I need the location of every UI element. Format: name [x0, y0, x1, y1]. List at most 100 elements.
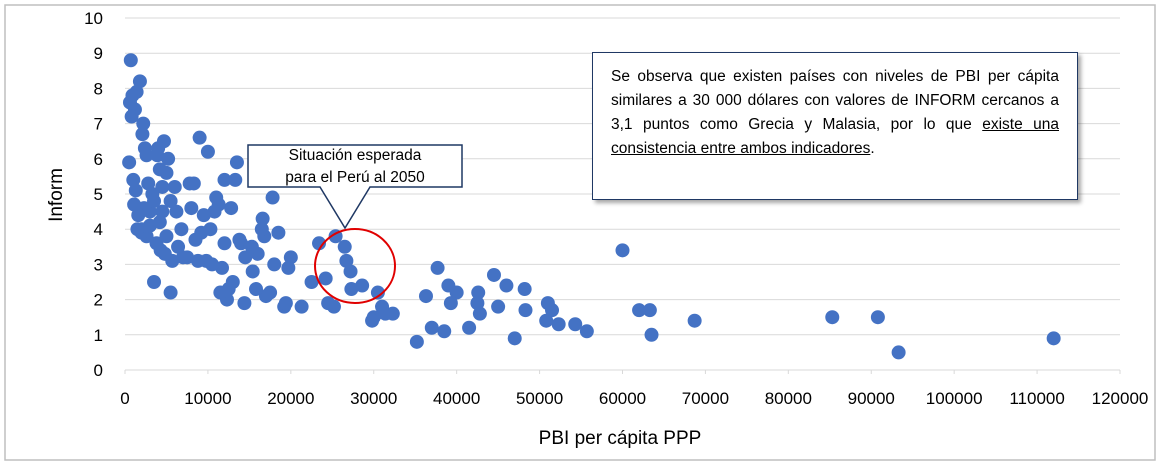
point — [551, 317, 566, 332]
point — [339, 253, 354, 268]
x-tick-label: 100000 — [926, 389, 983, 408]
point — [539, 313, 554, 328]
point — [254, 222, 269, 237]
y-tick-label: 2 — [94, 291, 103, 310]
point — [150, 148, 165, 163]
point — [471, 285, 486, 300]
point — [152, 215, 167, 230]
point — [418, 289, 433, 304]
point — [870, 310, 885, 325]
point — [127, 197, 142, 212]
point — [163, 285, 178, 300]
point — [126, 172, 141, 187]
point — [644, 327, 659, 342]
point — [244, 239, 259, 254]
point — [249, 282, 264, 297]
note-text: Se observa que existen países con nivele… — [611, 68, 1059, 133]
y-tick-label: 9 — [94, 44, 103, 63]
callout-shape — [247, 144, 463, 230]
point — [152, 162, 167, 177]
point — [424, 320, 439, 335]
point — [343, 264, 358, 279]
point — [237, 296, 252, 311]
point — [232, 232, 247, 247]
point — [470, 296, 485, 311]
note-underlined: existe una consistencia entre ambos indi… — [611, 116, 1059, 157]
x-tick-label: 20000 — [267, 389, 314, 408]
point — [267, 257, 282, 272]
callout-text: Situación esperada para el Perú al 2050 — [285, 147, 425, 186]
point — [491, 299, 506, 314]
point — [132, 74, 147, 89]
point — [375, 299, 390, 314]
highlight-circle — [314, 228, 396, 304]
x-tick-label: 0 — [120, 389, 129, 408]
point — [409, 334, 424, 349]
y-tick-label: 8 — [94, 79, 103, 98]
y-tick-label: 3 — [94, 255, 103, 274]
point — [545, 303, 560, 318]
point — [318, 271, 333, 286]
point — [486, 267, 501, 282]
point — [171, 239, 186, 254]
point — [167, 179, 182, 194]
point — [632, 303, 647, 318]
point — [147, 275, 162, 289]
point — [365, 313, 380, 328]
y-tick-label: 1 — [94, 326, 103, 345]
y-axis-label: Inform — [46, 168, 67, 222]
point — [188, 232, 203, 247]
note-box: Se observa que existen países con nivele… — [592, 52, 1078, 200]
point — [258, 289, 273, 304]
point — [245, 264, 260, 279]
point — [430, 260, 445, 275]
point — [163, 194, 178, 209]
point — [1046, 331, 1061, 346]
point — [255, 211, 270, 226]
point — [130, 222, 145, 237]
points — [122, 53, 1061, 360]
x-tick-label: 90000 — [848, 389, 895, 408]
point — [213, 285, 228, 300]
point — [687, 313, 702, 328]
point — [568, 317, 583, 332]
point — [122, 155, 137, 170]
y-tick-label: 6 — [94, 150, 103, 169]
point — [517, 282, 532, 297]
point — [192, 130, 207, 145]
point — [155, 204, 170, 219]
point — [265, 190, 280, 205]
point — [209, 190, 224, 205]
x-axis-label: PBI per cápita PPP — [539, 428, 702, 449]
point — [642, 303, 657, 318]
x-tick-label: 50000 — [516, 389, 563, 408]
point — [355, 278, 370, 293]
point — [176, 250, 191, 265]
x-tick-label: 40000 — [433, 389, 480, 408]
x-tick-label: 110000 — [1009, 389, 1064, 408]
x-tick-label: 60000 — [599, 389, 646, 408]
point — [149, 236, 164, 251]
point — [131, 208, 146, 223]
y-tick-label: 4 — [94, 220, 103, 239]
y-tick-label: 7 — [94, 115, 103, 134]
point — [196, 208, 211, 223]
point — [136, 116, 151, 131]
point — [443, 296, 458, 311]
point — [123, 53, 138, 68]
point — [229, 155, 244, 170]
point — [182, 176, 197, 191]
note-end: . — [870, 140, 875, 157]
x-tick-label: 70000 — [682, 389, 729, 408]
point — [159, 229, 174, 244]
point — [128, 183, 143, 198]
point — [184, 201, 199, 216]
point — [122, 95, 137, 110]
point — [891, 345, 906, 360]
point — [825, 310, 840, 325]
point — [312, 236, 327, 251]
point — [294, 299, 309, 314]
callout-line: para el Perú al 2050 — [285, 169, 425, 186]
point — [228, 172, 243, 187]
